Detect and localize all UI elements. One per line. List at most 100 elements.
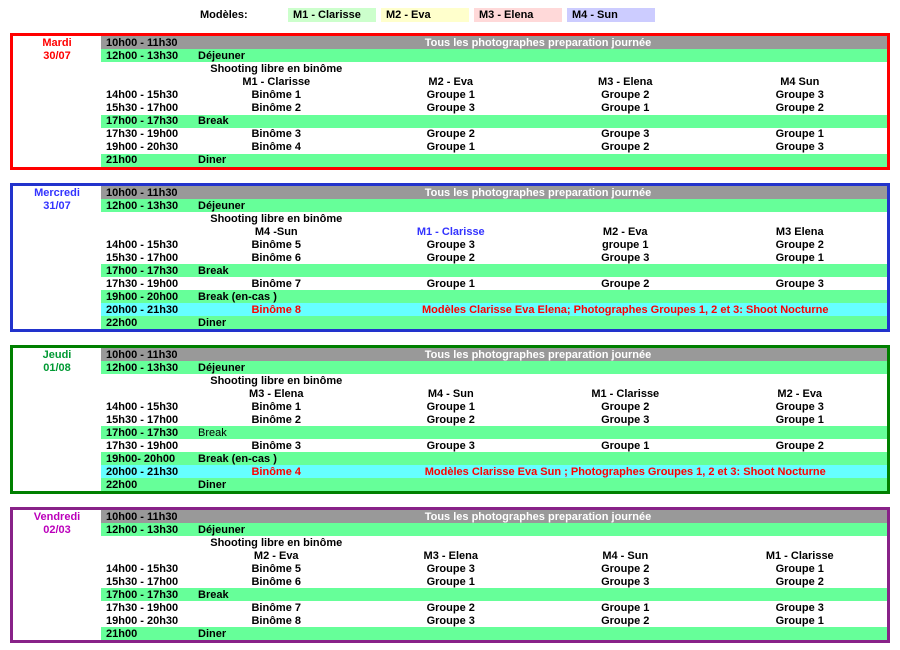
schedule-row: Shooting libre en binôme	[101, 374, 887, 387]
schedule-row: M1 - Clarisse M2 - Eva M3 - Elena M4 Sun	[101, 75, 887, 88]
time-cell: 21h00	[101, 627, 189, 640]
group-cell: Groupe 3	[601, 128, 650, 141]
meal-text: Diner	[189, 627, 887, 640]
model-header: M3 Elena	[775, 225, 824, 238]
banner-text: Tous les photographes preparation journé…	[189, 36, 887, 50]
time-cell: 12h00 - 13h30	[101, 199, 189, 212]
legend-title: Modèles:	[200, 9, 248, 21]
group-cell: Groupe 1	[775, 562, 824, 575]
schedule-row: 21h00 Diner	[101, 627, 887, 640]
time-cell: 19h00 - 20h30	[106, 141, 179, 154]
day-header: Mardi 30/07	[13, 36, 101, 167]
meal-text: Break	[189, 426, 887, 439]
schedule-row: 14h00 - 15h30 Binôme 5 Groupe 3 Groupe 2 Gro…	[101, 562, 887, 575]
model-header: M2 - Eva	[602, 225, 648, 238]
schedule-row: 10h00 - 11h30 Tous les photographes prepa…	[101, 36, 887, 50]
section-row: Shooting libre en binôme	[189, 62, 887, 75]
time-cell: 15h30 - 17h00	[106, 102, 179, 115]
schedule-row: Shooting libre en binôme	[101, 62, 887, 75]
model-header: M4 Sun	[780, 75, 820, 88]
day-header: Jeudi 01/08	[13, 348, 101, 491]
schedule-row: 20h00 - 21h30 Binôme 4 Modèles Clarisse Ev…	[101, 465, 887, 478]
group-cell: Groupe 2	[601, 562, 650, 575]
group-cell: Groupe 1	[601, 439, 650, 452]
group-cell: Binôme 8	[251, 614, 301, 627]
time-cell: 22h00	[101, 478, 189, 491]
schedule-row: 19h00 - 20h30 Binôme 8 Groupe 3 Groupe 2 Gro…	[101, 614, 887, 627]
banner-text: Tous les photographes preparation journé…	[189, 348, 887, 361]
time-cell: 12h00 - 13h30	[101, 523, 189, 536]
meal-text: Break	[189, 588, 887, 601]
schedule-row: 17h30 - 19h00 Binôme 7 Groupe 1 Groupe 2 Gro…	[101, 277, 887, 290]
model-header: M2 - Eva	[253, 549, 299, 562]
day-block-mardi: Mardi 30/07 10h00 - 11h30 Tous les photogra…	[10, 33, 890, 170]
model-header: M4 - Sun	[427, 387, 474, 400]
schedule-row: 15h30 - 17h00 Binôme 6 Groupe 1 Groupe 3 Gro…	[101, 575, 887, 588]
schedule-rows: 10h00 - 11h30 Tous les photographes prepa…	[101, 510, 887, 640]
meal-text: Break (en-cas )	[189, 452, 887, 465]
model-header-row: M4 -Sun M1 - Clarisse M2 - Eva M3 Elena	[189, 225, 887, 238]
group-cell: Binôme 7	[251, 277, 301, 290]
day-name: Mercredi	[34, 187, 80, 199]
time-cell: 19h00 - 20h30	[106, 614, 179, 627]
group-cell: Groupe 1	[426, 88, 475, 101]
group-cell: Binôme 6	[251, 575, 301, 588]
time-cell	[101, 225, 189, 238]
group-cell: Binôme 5	[251, 562, 301, 575]
model-header-row: M2 - Eva M3 - Elena M4 - Sun M1 - Clarisse	[189, 549, 887, 562]
group-cell: Binôme 2	[251, 102, 301, 115]
nocturne-text: Modèles Clarisse Eva Elena; Photographes…	[422, 303, 829, 316]
meal-text: Diner	[189, 316, 887, 329]
group-cell: Groupe 2	[601, 277, 650, 290]
group-row: Binôme 1 Groupe 1 Groupe 2 Groupe 3	[189, 88, 887, 101]
time-cell: 12h00 - 13h30	[101, 49, 189, 63]
legend-chip-m1: M1 - Clarisse	[288, 8, 376, 22]
group-row: Binôme 8 Groupe 3 Groupe 2 Groupe 1	[189, 614, 887, 627]
models-legend: Modèles: M1 - Clarisse M2 - Eva M3 - Elena…	[200, 8, 660, 22]
time-cell: 14h00 - 15h30	[106, 88, 179, 101]
meal-text: Diner	[189, 153, 887, 167]
group-cell: Groupe 2	[426, 128, 475, 141]
schedule-row: 15h30 - 17h00 Binôme 6 Groupe 2 Groupe 3 Gro…	[101, 251, 887, 264]
schedule-row: 15h30 - 17h00 Binôme 2 Groupe 2 Groupe 3 Gro…	[101, 413, 887, 426]
schedule-row: 17h00 - 17h30 Break	[101, 426, 887, 439]
group-cell: Groupe 1	[601, 601, 650, 614]
time-cell: 15h30 - 17h00	[106, 413, 179, 426]
group-cell: Groupe 3	[426, 562, 475, 575]
time-cell: 19h00- 20h00	[101, 452, 189, 465]
group-cell: Binôme 5	[251, 238, 301, 251]
model-header: M1 - Clarisse	[765, 549, 834, 562]
group-cell: Binôme 4	[251, 141, 301, 154]
day-date: 31/07	[43, 200, 71, 212]
group-cell: Groupe 3	[775, 141, 824, 154]
model-header: M3 - Elena	[598, 75, 653, 88]
group-cell: Binôme 1	[251, 400, 301, 413]
time-cell	[101, 549, 189, 562]
group-cell: Groupe 2	[775, 102, 824, 115]
group-row: Binôme 2 Groupe 3 Groupe 1 Groupe 2	[189, 101, 887, 114]
group-cell: Groupe 3	[775, 88, 824, 101]
day-date: 02/03	[43, 524, 71, 536]
time-cell	[101, 536, 189, 549]
group-row: Binôme 6 Groupe 2 Groupe 3 Groupe 1	[189, 251, 887, 264]
schedule-row: 20h00 - 21h30 Binôme 8 Modèles Clarisse Ev…	[101, 303, 887, 316]
group-cell: Groupe 1	[426, 141, 475, 154]
time-cell: 14h00 - 15h30	[106, 562, 179, 575]
group-cell: Groupe 2	[601, 88, 650, 101]
schedule-row: 21h00 Diner	[101, 153, 887, 167]
legend-chips: M1 - Clarisse M2 - Eva M3 - Elena M4 - Sun	[288, 8, 660, 22]
meal-text: Break	[189, 264, 887, 277]
group-cell: Groupe 2	[775, 439, 824, 452]
group-cell: Groupe 3	[426, 238, 475, 251]
time-cell: 10h00 - 11h30	[101, 510, 189, 523]
time-cell: 14h00 - 15h30	[106, 238, 179, 251]
time-cell: 17h00 - 17h30	[101, 264, 189, 277]
nocturne-binome: Binôme 4	[251, 465, 301, 478]
schedule-row: Shooting libre en binôme	[101, 212, 887, 225]
schedule-row: 10h00 - 11h30 Tous les photographes prepa…	[101, 510, 887, 523]
time-cell	[101, 75, 189, 88]
group-row: Binôme 1 Groupe 1 Groupe 2 Groupe 3	[189, 400, 887, 413]
time-cell: 10h00 - 11h30	[101, 186, 189, 199]
section-label: Shooting libre en binôme	[210, 374, 343, 387]
day-date: 01/08	[43, 362, 71, 374]
